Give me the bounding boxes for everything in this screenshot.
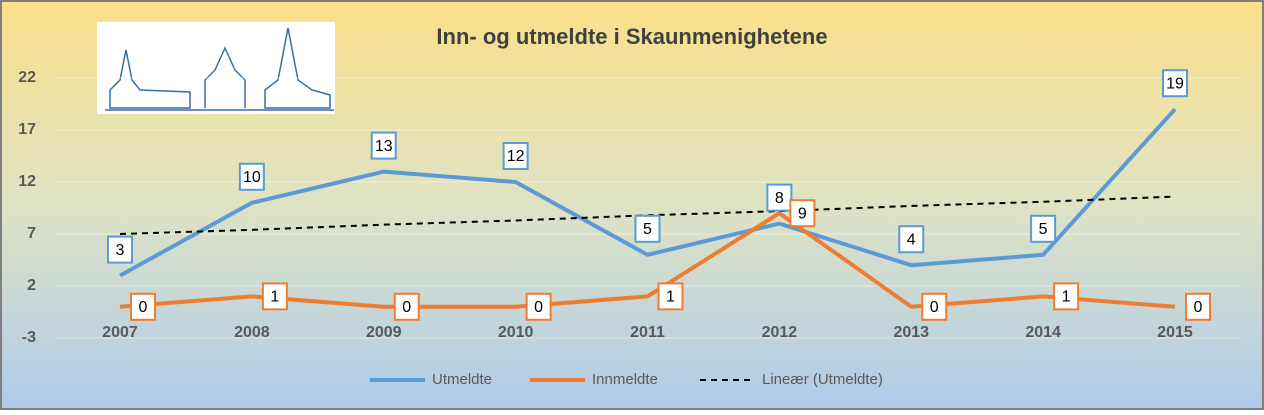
data-label: 19 — [1166, 75, 1184, 92]
legend-label: Lineær (Utmeldte) — [762, 371, 883, 388]
data-label: 1 — [1062, 289, 1071, 306]
series-line — [119, 107, 1177, 278]
data-label-box — [634, 214, 661, 243]
data-label-box — [766, 183, 793, 212]
data-label: 3 — [116, 242, 125, 259]
data-label: 0 — [402, 299, 411, 316]
x-tick-label: 2010 — [498, 324, 534, 341]
data-label-box — [1030, 214, 1057, 243]
x-tick-label: 2014 — [1025, 324, 1061, 341]
data-label: 0 — [930, 299, 939, 316]
data-label: 1 — [270, 289, 279, 306]
data-label: 5 — [1039, 221, 1048, 238]
x-tick-label: 2013 — [893, 324, 929, 341]
data-label: 0 — [534, 299, 543, 316]
data-label-box — [370, 131, 397, 160]
logo — [97, 22, 335, 114]
data-label: 0 — [1194, 299, 1203, 316]
data-label-box — [525, 292, 552, 321]
x-tick-label: 2011 — [630, 324, 665, 341]
x-tick-label: 2009 — [366, 324, 402, 341]
y-tick-label: 22 — [18, 69, 36, 86]
legend-label: Innmeldte — [592, 371, 658, 388]
data-label: 13 — [375, 138, 393, 155]
x-tick-label: 2012 — [762, 324, 798, 341]
data-label: 12 — [507, 148, 525, 165]
data-label-box — [238, 162, 265, 191]
data-label-box — [502, 142, 529, 170]
data-label: 8 — [775, 190, 784, 207]
x-tick-label: 2008 — [234, 324, 270, 341]
data-label: 1 — [666, 289, 675, 306]
data-label-box — [789, 199, 816, 228]
y-tick-label: -3 — [22, 329, 36, 346]
x-tick-label: 2015 — [1157, 324, 1193, 341]
data-label-box — [261, 282, 288, 311]
data-label: 4 — [907, 231, 916, 248]
y-tick-label: 12 — [18, 173, 36, 190]
data-label: 5 — [643, 221, 652, 238]
data-label: 0 — [139, 299, 148, 316]
data-label: 10 — [243, 169, 261, 186]
chart-title: Inn- og utmeldte i Skaunmenighetene — [436, 24, 827, 49]
series-line — [119, 211, 1176, 309]
data-label-box — [107, 235, 133, 264]
data-label-box — [1053, 282, 1080, 311]
x-tick-label: 2007 — [102, 324, 138, 341]
data-label-box — [657, 282, 684, 311]
legend-label: Utmeldte — [432, 371, 492, 388]
data-label-box — [1162, 69, 1188, 98]
data-label: 9 — [798, 205, 807, 222]
data-label-box — [921, 292, 948, 321]
data-label-box — [130, 292, 156, 321]
data-label-box — [898, 225, 925, 254]
data-label-box — [393, 292, 420, 321]
data-label-box — [1185, 292, 1211, 321]
y-tick-label: 2 — [27, 277, 36, 294]
y-tick-label: 7 — [27, 225, 36, 242]
y-tick-label: 17 — [18, 121, 36, 138]
